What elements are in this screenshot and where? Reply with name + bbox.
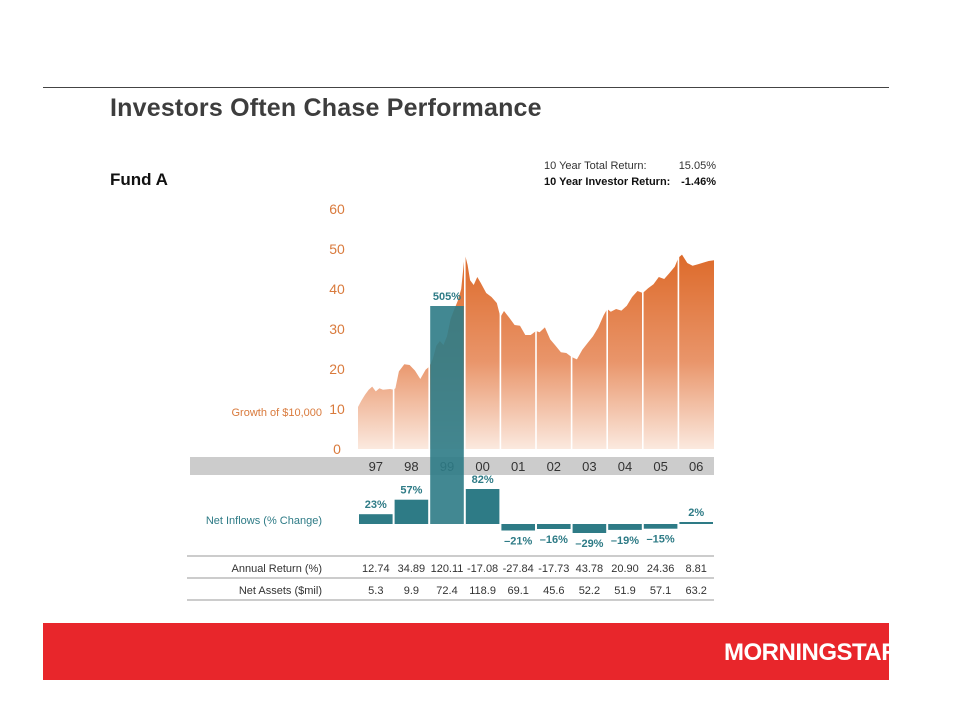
table-cell: 45.6 [543,585,564,597]
investor-return-value: -1.46% [681,176,716,188]
inflow-bar [643,524,678,529]
inflow-label: –19% [611,535,639,547]
growth-tick-label: 10 [329,401,345,417]
total-return-row: 10 Year Total Return: 15.05% [544,158,716,174]
growth-tick-label: 40 [329,281,345,297]
inflow-bar [465,489,500,524]
growth-axis-group: 60 50 40 30 20 10 0 Growth of $10,000 [231,201,345,457]
fund-label: Fund A [110,170,168,189]
growth-tick-label: 60 [329,201,345,217]
table-cell: -27.84 [503,563,534,575]
year-label: 04 [618,459,632,474]
inflow-label: 2% [688,507,704,519]
year-label: 00 [475,459,489,474]
year-label: 97 [369,459,383,474]
table-cell: -17.73 [538,563,569,575]
table-cell: 118.9 [469,585,496,597]
top-rule [43,87,889,88]
growth-area-group [358,240,714,449]
morningstar-logo: MORNINGSTAR ® [724,639,908,667]
inflow-bar [537,524,571,529]
inflow-axis-label: Net Inflows (% Change) [206,515,322,527]
table-cell: 5.3 [368,585,383,597]
inflow-bar [572,524,607,533]
table-cell: 69.1 [507,585,528,597]
growth-tick-label: 30 [329,321,345,337]
year-label: 02 [547,459,561,474]
total-return-label: 10 Year Total Return: [544,160,647,172]
table-cell: 57.1 [650,585,671,597]
table-cell: 12.74 [362,563,390,575]
inflow-bar [501,524,535,531]
investor-return-row: 10 Year Investor Return: -1.46% [544,174,716,190]
year-label: 03 [582,459,596,474]
growth-axis-label: Growth of $10,000 [231,407,322,419]
table-cell: 51.9 [614,585,635,597]
inflow-bar [430,306,464,524]
year-label: 01 [511,459,525,474]
growth-tick-label: 20 [329,361,345,377]
table-cell: 63.2 [685,585,706,597]
table-cell: 52.2 [579,585,600,597]
inflow-label: –21% [504,536,532,548]
table-cell: 8.81 [685,563,706,575]
inflow-bar [359,514,393,524]
year-label: 05 [653,459,667,474]
table-cell: 120.11 [431,563,464,575]
logo-text: MORNINGSTAR [724,639,899,666]
inflow-bars-group: 23% 57% 505% 82% –21% –16% –29% –19% –15% 2% Net I… [206,291,713,550]
inflow-label: 57% [400,485,422,497]
return-stats: 10 Year Total Return: 15.05% 10 Year Inv… [544,158,716,190]
inflow-label: 23% [365,499,387,511]
table-cell: 34.89 [398,563,426,575]
inflow-label: 505% [433,291,461,303]
table-cell: 72.4 [436,585,457,597]
data-table-group: Annual Return (%) 12.74 34.89 120.11 -17.08-… [187,555,714,601]
footer-bar [43,623,889,680]
inflow-label: –29% [575,538,603,550]
table-cell: 24.36 [647,563,675,575]
table-row-label: Annual Return (%) [232,563,323,575]
inflow-label: –15% [647,534,675,546]
growth-tick-label: 50 [329,241,345,257]
inflow-label: 82% [472,474,494,486]
year-label: 06 [689,459,703,474]
table-cell: -17.08 [467,563,498,575]
inflow-label: –16% [540,534,568,546]
page-title: Investors Often Chase Performance [110,94,542,122]
investor-return-label: 10 Year Investor Return: [544,176,671,188]
table-cell: 20.90 [611,563,639,575]
total-return-value: 15.05% [678,160,716,172]
table-row-label: Net Assets ($mil) [239,585,322,597]
table-cell: 9.9 [404,585,419,597]
inflow-bar [394,499,429,524]
year-label: 98 [404,459,418,474]
growth-tick-label: 0 [333,441,341,457]
inflow-bar [679,522,713,524]
table-cell: 43.78 [576,563,604,575]
registered-mark: ® [900,639,908,651]
inflow-bar [608,524,642,530]
